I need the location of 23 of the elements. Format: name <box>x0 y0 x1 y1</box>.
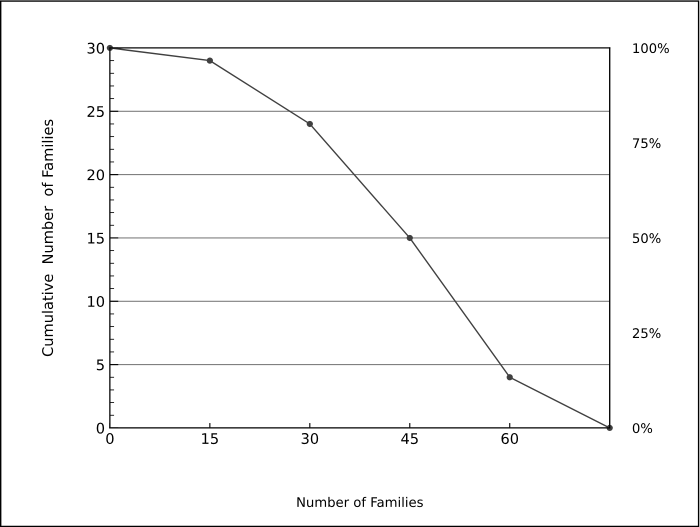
x-axis-title: Number of Families <box>297 496 423 508</box>
x-tick-label: 60 <box>501 433 518 444</box>
x-tick-label: 0 <box>106 433 114 444</box>
y-tick-label: 0 <box>96 422 104 434</box>
point <box>506 374 513 380</box>
y-tick-label: 25 <box>88 106 104 118</box>
y2-tick-label: 0% <box>632 423 652 434</box>
y2-tick-label: 50% <box>632 233 661 244</box>
x-tick-label: 45 <box>401 433 418 444</box>
y-tick-label: 5 <box>96 360 104 370</box>
y-tick-label: 15 <box>88 232 104 244</box>
point <box>406 234 413 242</box>
y-axis-title: Cumulative Number of Families <box>42 120 54 356</box>
y-tick-label: 20 <box>88 169 104 180</box>
x-tick-label: 30 <box>302 433 318 444</box>
y-tick-label: 30 <box>88 42 104 54</box>
y2-tick-label: 100% <box>633 43 669 54</box>
y-tick-label: 10 <box>88 296 104 308</box>
x-tick-label: 15 <box>202 433 218 444</box>
y2-tick-label: 75% <box>633 138 661 148</box>
point <box>306 120 313 128</box>
point <box>206 57 213 64</box>
y2-tick-label: 25% <box>632 328 661 338</box>
